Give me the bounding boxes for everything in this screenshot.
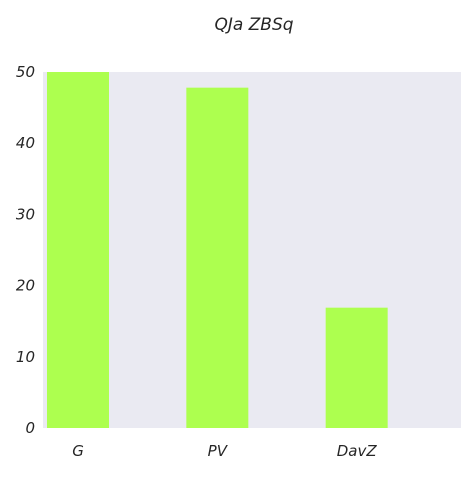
y-tick-label: 0 [25,419,35,437]
plot-area [43,72,461,428]
y-tick-label: 20 [16,277,35,295]
bar-g [47,72,109,428]
bars-layer [47,72,388,428]
chart-title: QJa ZBSq [214,15,293,35]
y-tick-label: 10 [16,348,35,366]
y-tick-label: 40 [16,134,35,152]
x-tick-label: G [72,442,84,460]
x-tick-label: DavZ [337,442,378,460]
y-tick-label: 50 [16,63,35,81]
x-axis-ticks: G PV DavZ [72,442,377,460]
y-tick-label: 30 [16,205,35,223]
bar-pv [186,87,249,428]
y-axis-ticks: 0 10 20 30 40 50 [16,63,35,437]
bar-davz [325,307,388,428]
x-tick-label: PV [208,442,229,460]
